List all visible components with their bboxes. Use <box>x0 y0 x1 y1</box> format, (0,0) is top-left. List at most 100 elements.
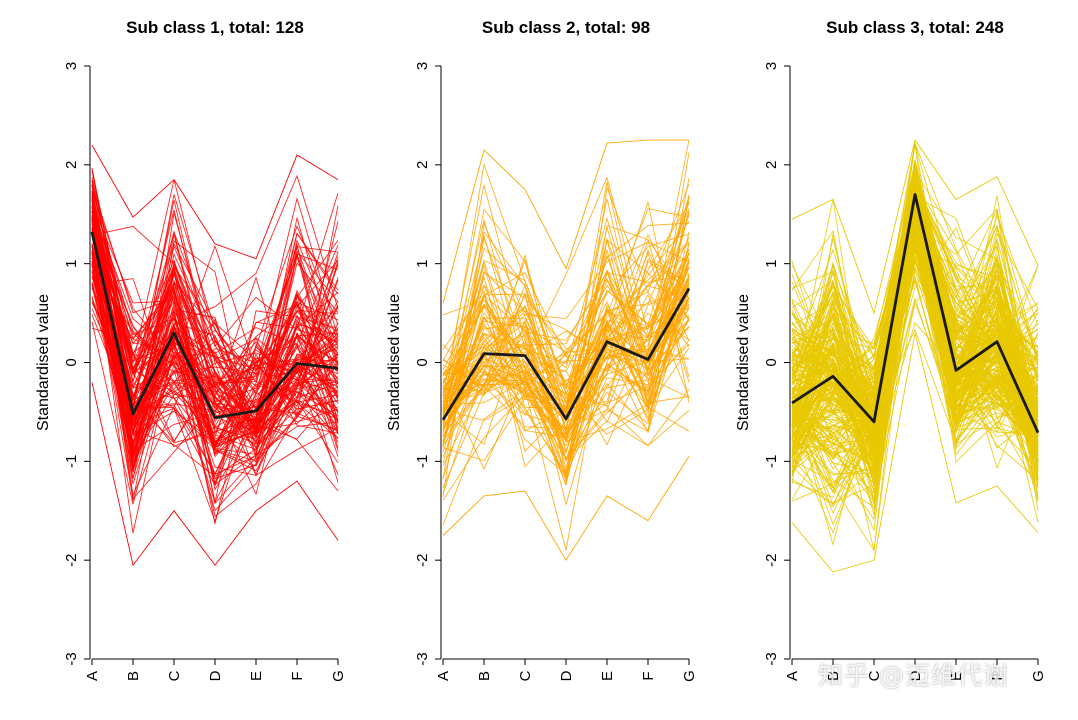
profile-line <box>442 280 690 423</box>
profile-line <box>791 175 1039 484</box>
profile-line <box>791 265 1039 464</box>
profile-line <box>791 219 1039 444</box>
chart-title: Sub class 1, total: 128 <box>126 18 304 37</box>
y-tick-label: 0 <box>414 358 431 366</box>
center-profile-line <box>90 231 339 420</box>
y-tick-label: 3 <box>763 62 780 70</box>
profile-line <box>442 221 690 453</box>
chart-panel-3: Sub class 3, total: 248 Standardised valu… <box>735 18 1047 682</box>
profile-line <box>91 230 339 435</box>
y-tick-label: -2 <box>63 553 80 566</box>
y-tick-label: -3 <box>414 652 431 665</box>
profile-line <box>91 200 339 389</box>
x-tick-label: F <box>289 671 306 680</box>
profile-line <box>791 248 1039 450</box>
profile-lines <box>791 139 1039 573</box>
profile-line <box>442 241 690 431</box>
chart-panel-2: Sub class 2, total: 98 Standardised value… <box>386 18 698 682</box>
center-profile-line <box>441 287 691 421</box>
x-tick-label: E <box>599 671 616 681</box>
x-tick-label: C <box>866 670 883 681</box>
y-tick-label: 3 <box>414 62 431 70</box>
y-tick-label: -2 <box>763 553 780 566</box>
envelope-line-max <box>91 144 339 260</box>
profile-line <box>91 196 339 437</box>
profile-line <box>442 273 690 460</box>
y-tick-label: -3 <box>63 652 80 665</box>
x-tick-label: F <box>989 671 1006 680</box>
profile-line <box>791 222 1039 451</box>
x-tick-label: A <box>84 671 101 681</box>
profile-line <box>442 282 690 422</box>
profile-line <box>442 152 690 453</box>
y-tick-label: -1 <box>763 455 780 468</box>
profile-line <box>91 205 339 470</box>
profile-line <box>791 207 1039 439</box>
profile-line <box>91 286 339 472</box>
y-tick-label: -1 <box>63 455 80 468</box>
profile-line <box>791 183 1039 430</box>
profile-line <box>442 298 690 440</box>
profile-line <box>791 213 1039 453</box>
profile-line <box>791 188 1039 393</box>
envelope-line-max <box>791 139 1039 315</box>
envelope-line-min <box>91 382 339 567</box>
envelope-line-min <box>442 456 690 562</box>
profile-line <box>91 216 339 449</box>
x-tick-label: E <box>948 671 965 681</box>
profile-line <box>791 143 1039 424</box>
profile-line <box>442 263 690 375</box>
profile-line <box>91 215 339 501</box>
profile-line <box>791 237 1039 438</box>
profile-line <box>442 176 690 359</box>
profile-line <box>442 343 690 473</box>
x-tick-label: E <box>248 671 265 681</box>
profile-line <box>791 266 1039 438</box>
y-axis-label: Standardised value <box>735 294 752 431</box>
profile-line <box>442 140 690 425</box>
profile-line <box>442 233 690 413</box>
profile-line <box>91 211 339 477</box>
x-tick-label: G <box>330 670 347 682</box>
profile-line <box>791 183 1039 467</box>
y-tick-label: -3 <box>763 652 780 665</box>
x-tick-label: C <box>517 670 534 681</box>
profile-line <box>791 159 1039 427</box>
profile-line <box>91 211 339 497</box>
profile-line <box>442 287 690 442</box>
profile-line <box>442 224 690 486</box>
profile-lines <box>442 139 690 562</box>
profile-line <box>91 196 339 471</box>
x-tick-label: D <box>207 670 224 681</box>
profile-line <box>442 285 690 435</box>
x-tick-label: G <box>1030 670 1047 682</box>
x-tick-label: F <box>640 671 657 680</box>
envelope-line-min <box>791 332 1039 573</box>
y-tick-label: 3 <box>63 62 80 70</box>
chart-title: Sub class 2, total: 98 <box>482 18 650 37</box>
x-tick-label: B <box>825 671 842 681</box>
x-tick-label: D <box>558 670 575 681</box>
profile-line <box>791 244 1039 484</box>
y-axis-label: Standardised value <box>35 294 52 431</box>
x-tick-label: B <box>476 671 493 681</box>
x-tick-label: C <box>166 670 183 681</box>
x-tick-label: A <box>435 671 452 681</box>
profile-line <box>91 283 339 460</box>
profile-line <box>91 192 339 414</box>
profile-line <box>791 244 1039 469</box>
y-tick-label: -2 <box>414 553 431 566</box>
profile-line <box>791 165 1039 428</box>
profile-line <box>91 203 339 444</box>
profile-line <box>442 251 690 507</box>
x-tick-label: G <box>681 670 698 682</box>
profile-line <box>91 321 339 505</box>
envelope-line-max <box>442 139 689 304</box>
profile-line <box>91 206 339 476</box>
y-tick-label: 1 <box>414 259 431 267</box>
profile-line <box>791 144 1039 479</box>
y-tick-label: 2 <box>763 161 780 169</box>
profile-line <box>91 221 339 523</box>
profile-line <box>442 203 690 445</box>
